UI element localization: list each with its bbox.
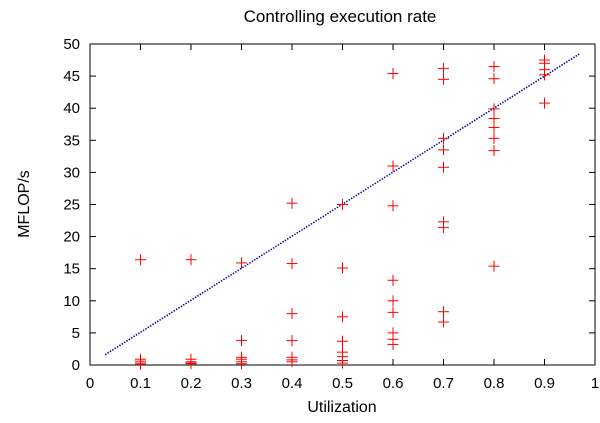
data-point [135, 254, 146, 266]
data-point [438, 73, 449, 85]
data-point [185, 358, 197, 370]
data-point [438, 161, 449, 173]
data-point [387, 160, 399, 172]
x-axis-label: Utilization [307, 399, 376, 416]
x-tick-label: 0.6 [383, 375, 404, 392]
data-point [488, 60, 500, 72]
data-point [539, 97, 550, 109]
data-point [387, 274, 399, 286]
data-point [488, 73, 500, 85]
x-tick-label: 0.8 [484, 375, 505, 392]
x-tick-label: 1 [591, 375, 599, 392]
data-point [286, 308, 298, 320]
data-point [337, 262, 348, 274]
data-points-layer [135, 54, 550, 370]
x-tick-label: 0.1 [130, 375, 151, 392]
y-tick-label: 15 [63, 261, 80, 278]
data-point [286, 335, 298, 347]
y-tick-label: 50 [63, 36, 80, 53]
data-point [488, 121, 500, 133]
data-point [488, 145, 500, 157]
data-point [539, 69, 550, 81]
data-point [438, 132, 449, 144]
data-point [337, 335, 348, 347]
data-point [387, 200, 399, 212]
data-point [286, 197, 298, 209]
data-point [438, 306, 449, 318]
data-point [488, 260, 500, 272]
data-point [438, 222, 449, 234]
data-point [236, 358, 247, 370]
x-tick-label: 0.4 [282, 375, 303, 392]
y-tick-label: 20 [63, 229, 80, 246]
data-point [387, 295, 399, 307]
data-point [337, 357, 348, 369]
data-point [286, 356, 298, 368]
y-axis-label: MFLOP/s [16, 170, 33, 238]
data-point [387, 68, 399, 80]
y-tick-labels: 0 5 10 15 20 25 30 35 40 45 50 [63, 36, 80, 374]
data-point [387, 338, 399, 350]
x-tick-labels: 0 0.1 0.2 0.3 0.4 0.5 0.6 0.7 0.8 0.9 1 [86, 375, 599, 392]
x-tick-label: 0 [86, 375, 94, 392]
data-point [488, 132, 500, 144]
data-point [185, 254, 197, 266]
data-point [488, 103, 500, 115]
data-point [438, 62, 449, 74]
data-point [337, 311, 348, 323]
y-tick-label: 35 [63, 132, 80, 149]
chart-title: Controlling execution rate [244, 7, 437, 26]
data-point [135, 358, 146, 370]
data-point [236, 257, 247, 269]
y-tick-label: 45 [63, 68, 80, 85]
y-tick-label: 0 [72, 357, 80, 374]
y-tick-label: 10 [63, 293, 80, 310]
data-point [387, 306, 399, 318]
y-tick-label: 25 [63, 197, 80, 214]
x-tick-label: 0.7 [433, 375, 454, 392]
axis-ticks [89, 43, 596, 366]
x-tick-label: 0.5 [332, 375, 353, 392]
x-tick-label: 0.2 [181, 375, 202, 392]
data-point [286, 258, 298, 270]
data-point [438, 316, 449, 328]
x-tick-label: 0.3 [231, 375, 252, 392]
y-tick-label: 5 [72, 325, 80, 342]
data-point [236, 335, 247, 347]
data-point [438, 144, 449, 156]
x-tick-label: 0.9 [534, 375, 555, 392]
y-tick-label: 40 [63, 100, 80, 117]
data-point [337, 199, 348, 210]
y-tick-label: 30 [63, 164, 80, 181]
